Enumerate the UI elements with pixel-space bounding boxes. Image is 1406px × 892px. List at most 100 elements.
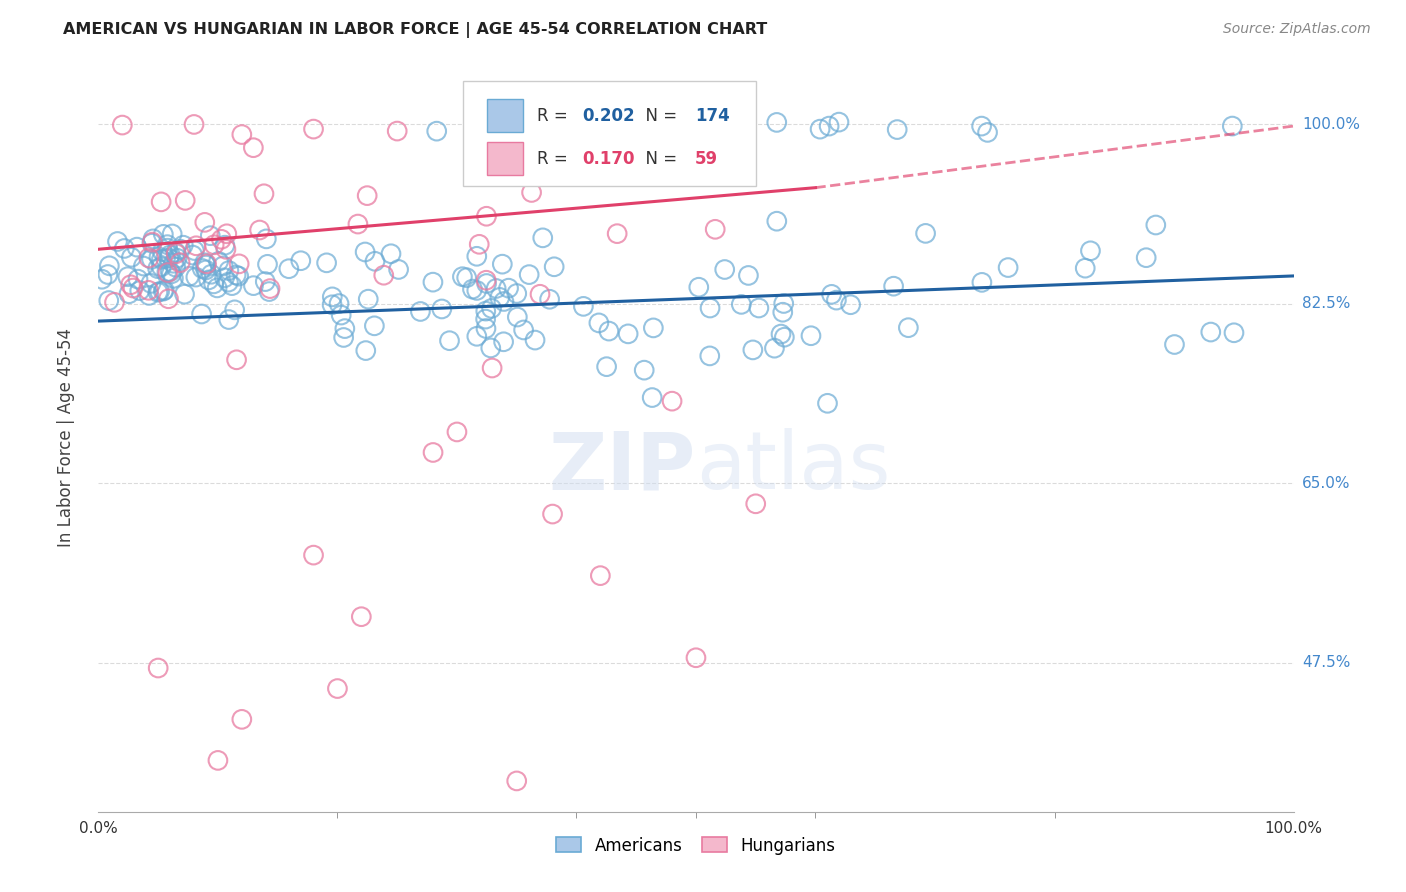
Point — [332, 330, 354, 344]
Point — [818, 119, 841, 133]
Point — [242, 278, 264, 293]
Text: 59: 59 — [695, 150, 718, 168]
Point — [214, 238, 236, 252]
Point — [277, 261, 299, 276]
Point — [159, 264, 181, 278]
Point — [606, 227, 628, 241]
Point — [117, 269, 139, 284]
Point — [748, 301, 770, 315]
Point — [765, 115, 787, 129]
Point — [256, 257, 278, 271]
Point — [661, 394, 683, 409]
Text: N =: N = — [636, 150, 682, 168]
Point — [430, 301, 453, 316]
Point — [506, 286, 529, 301]
Point — [1199, 325, 1222, 339]
Point — [202, 277, 225, 291]
Point — [479, 341, 502, 355]
Point — [162, 271, 184, 285]
Point — [538, 293, 561, 307]
Point — [152, 284, 174, 298]
Point — [506, 773, 529, 788]
Point — [765, 214, 787, 228]
Text: Source: ZipAtlas.com: Source: ZipAtlas.com — [1223, 22, 1371, 37]
Point — [194, 215, 217, 229]
Point — [1080, 244, 1102, 258]
Point — [224, 302, 246, 317]
Point — [595, 359, 617, 374]
Point — [231, 712, 253, 726]
Point — [148, 285, 170, 299]
Point — [347, 217, 370, 231]
Point — [146, 261, 169, 276]
Point — [172, 238, 194, 252]
Point — [380, 246, 402, 260]
Point — [111, 118, 134, 132]
Point — [215, 227, 238, 241]
Point — [197, 273, 219, 287]
Point — [506, 128, 529, 142]
Point — [588, 316, 610, 330]
Point — [141, 235, 163, 249]
Point — [217, 275, 239, 289]
Point — [159, 248, 181, 262]
Text: R =: R = — [537, 107, 574, 125]
Point — [120, 250, 142, 264]
Point — [976, 125, 998, 139]
Point — [541, 507, 564, 521]
Point — [517, 268, 540, 282]
Point — [169, 255, 191, 269]
Point — [181, 248, 204, 262]
Point — [221, 278, 243, 293]
Point — [461, 282, 484, 296]
Point — [426, 124, 449, 138]
Point — [363, 318, 385, 333]
Point — [194, 263, 217, 277]
Point — [254, 275, 277, 289]
Point — [132, 259, 155, 273]
Text: R =: R = — [537, 150, 574, 168]
Point — [165, 246, 187, 260]
Point — [200, 228, 222, 243]
Point — [883, 279, 905, 293]
Point — [385, 124, 409, 138]
Point — [290, 253, 312, 268]
Point — [839, 298, 862, 312]
Point — [91, 272, 114, 286]
Point — [357, 292, 380, 306]
Point — [156, 265, 179, 279]
Point — [886, 122, 908, 136]
Point — [153, 283, 176, 297]
Point — [156, 241, 179, 255]
Point — [242, 141, 264, 155]
Point — [195, 258, 218, 272]
Point — [212, 259, 235, 273]
Point — [148, 661, 170, 675]
FancyBboxPatch shape — [486, 99, 523, 132]
Point — [225, 268, 247, 282]
Point — [150, 260, 173, 274]
Point — [157, 292, 180, 306]
Point — [772, 296, 794, 310]
Point — [141, 236, 163, 251]
Point — [491, 257, 513, 271]
Point — [745, 497, 768, 511]
Point — [387, 262, 409, 277]
Point — [315, 256, 337, 270]
Point — [302, 122, 325, 136]
Point — [373, 268, 395, 283]
Point — [150, 244, 173, 259]
Point — [183, 244, 205, 258]
Point — [475, 209, 498, 223]
Point — [475, 321, 498, 335]
Point — [633, 363, 655, 377]
Point — [465, 329, 488, 343]
Point — [1223, 326, 1246, 340]
Point — [617, 326, 640, 341]
Point — [194, 256, 217, 270]
Point — [506, 310, 529, 324]
Point — [699, 301, 721, 315]
Point — [1163, 337, 1185, 351]
Point — [543, 260, 565, 274]
Point — [214, 270, 236, 285]
